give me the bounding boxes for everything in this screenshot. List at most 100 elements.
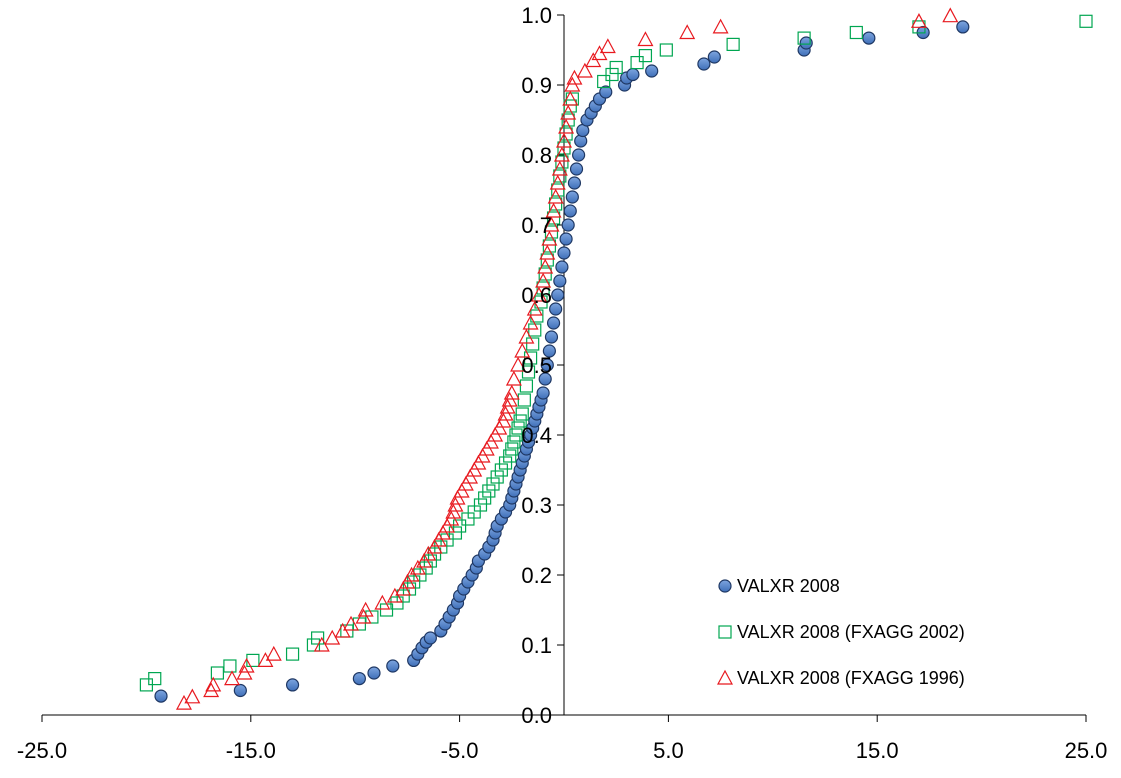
circle-point — [599, 85, 613, 99]
triangle-point — [539, 244, 556, 260]
circle-point — [707, 50, 721, 64]
circle-point — [546, 316, 561, 330]
x-tick-label: 15.0 — [856, 738, 899, 763]
square-point — [478, 491, 492, 505]
triangle-point — [547, 188, 564, 204]
y-tick-label: 0.8 — [521, 143, 552, 168]
triangle-point — [343, 615, 360, 631]
square-point — [561, 113, 575, 127]
circle-point — [626, 67, 640, 82]
square-point — [609, 60, 623, 75]
square-point — [509, 428, 523, 442]
square-point — [210, 666, 224, 680]
square-point — [540, 253, 554, 267]
square-point — [659, 43, 673, 57]
triangle-point — [518, 328, 535, 344]
square-point — [1079, 14, 1093, 28]
circle-point — [799, 36, 813, 50]
legend: VALXR 2008 VALXR 2008 (FXAGG 2002) VALXR 2… — [716, 576, 965, 688]
square-point — [285, 647, 300, 661]
triangle-point — [537, 258, 554, 274]
triangle-point — [551, 160, 568, 176]
square-point — [528, 323, 542, 337]
y-tick-label: 0.5 — [521, 353, 552, 378]
circle-point — [567, 176, 582, 190]
square-point — [551, 183, 565, 197]
square-point — [306, 638, 321, 652]
triangle-point — [505, 370, 522, 386]
circle-point — [553, 274, 567, 288]
circle-point — [557, 246, 571, 260]
square-point — [515, 407, 529, 421]
triangle-point — [637, 31, 654, 47]
square-point — [448, 526, 463, 540]
circle-point — [862, 31, 876, 45]
square-point — [555, 155, 569, 169]
square-point — [849, 25, 863, 40]
circle-point — [285, 678, 300, 692]
circle-point — [544, 330, 559, 344]
circle-point — [563, 204, 577, 218]
square-point — [486, 477, 500, 491]
circle-point — [565, 190, 579, 204]
square-point — [563, 99, 577, 113]
square-point — [546, 211, 561, 225]
triangle-point — [562, 90, 579, 106]
circle-point — [154, 689, 168, 703]
triangle-point — [265, 645, 282, 661]
square-point — [148, 671, 162, 686]
series-circle — [154, 20, 970, 703]
circle-point — [367, 666, 381, 680]
triangle-point — [549, 174, 566, 190]
triangle-point — [374, 594, 391, 610]
square-point — [521, 365, 536, 379]
circle-point — [555, 260, 569, 274]
triangle-point — [503, 384, 520, 400]
legend-item: VALXR 2008 — [718, 576, 840, 596]
triangle-point — [184, 688, 201, 704]
triangle-point — [205, 676, 222, 692]
triangle-point — [712, 18, 729, 34]
square-point — [223, 659, 237, 673]
circle-point — [551, 288, 565, 302]
square-point — [605, 67, 619, 82]
triangle-point — [224, 670, 241, 686]
square-point — [419, 561, 433, 575]
circle-point — [536, 386, 550, 400]
square-point — [523, 351, 538, 365]
square-point — [490, 470, 504, 484]
circle-point — [542, 344, 556, 358]
triangle-point — [522, 314, 539, 330]
triangle-point — [560, 104, 577, 120]
square-point — [559, 127, 573, 141]
square-point — [311, 631, 325, 645]
square-point — [549, 197, 563, 211]
x-tick-label: -15.0 — [226, 738, 276, 763]
legend-item: VALXR 2008 (FXAGG 1996) — [716, 668, 965, 688]
square-point — [526, 337, 540, 351]
x-tick-label: 5.0 — [653, 738, 684, 763]
triangle-point — [541, 230, 558, 246]
circle-point — [538, 372, 552, 386]
triangle-point — [238, 657, 255, 673]
square-point — [630, 55, 644, 70]
circle-point — [572, 148, 586, 162]
square-point — [544, 225, 559, 239]
square-point — [797, 31, 811, 45]
legend-square-icon — [718, 625, 732, 639]
square-point — [494, 463, 508, 477]
triangle-point — [555, 132, 573, 148]
circle-point — [352, 671, 366, 686]
triangle-point — [545, 202, 562, 218]
circle-point — [549, 302, 563, 316]
series-layer — [139, 7, 1093, 710]
square-point — [597, 74, 611, 89]
square-point — [246, 653, 260, 668]
x-tick-label: -5.0 — [441, 738, 479, 763]
square-point — [519, 379, 534, 393]
circle-point — [561, 218, 575, 232]
square-point — [503, 449, 517, 463]
triangle-point — [526, 300, 543, 316]
y-tick-label: 0.6 — [521, 283, 552, 308]
